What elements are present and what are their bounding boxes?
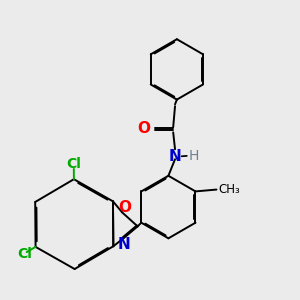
Text: CH₃: CH₃: [218, 183, 240, 196]
Text: N: N: [118, 237, 131, 252]
Text: O: O: [137, 121, 150, 136]
Text: O: O: [118, 200, 132, 215]
Text: N: N: [169, 149, 182, 164]
Text: H: H: [189, 148, 200, 163]
Text: Cl: Cl: [66, 158, 81, 172]
Text: Cl: Cl: [18, 247, 32, 261]
